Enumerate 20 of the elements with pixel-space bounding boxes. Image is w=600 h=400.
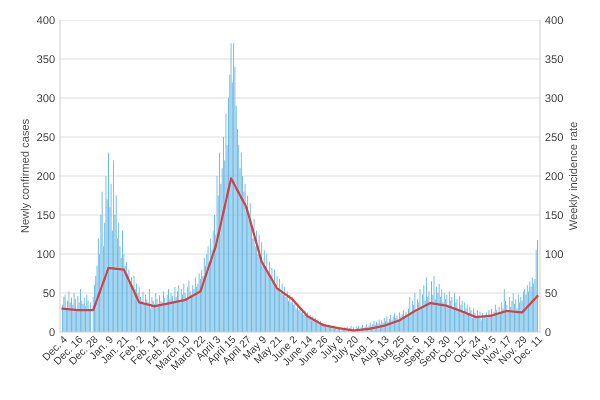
y-tick-label: 0 [49,328,55,336]
y2-tick-label: 150 [546,211,563,220]
y2-tick-label: 400 [545,16,563,24]
y-tick-label: 50 [43,289,55,298]
y2-tick-label: 0 [545,328,551,336]
y2-axis-title: Weekly incidence rate [568,122,580,230]
y2-tick-label: 250 [545,133,563,142]
y2-tick-label: 350 [545,55,563,64]
y2-tick-label: 100 [546,250,563,258]
y-tick-label: 150 [37,211,55,220]
y2-tick-label: 200 [545,172,563,180]
y-tick-label: 200 [37,172,55,180]
y-tick-label: 250 [37,133,55,142]
y2-tick-label: 50 [545,289,557,298]
y-tick-label: 400 [36,16,55,24]
y-axis-title: Newly confirmed cases [20,119,32,232]
y2-tick-label: 300 [545,94,563,102]
y-tick-label: 350 [37,55,55,64]
y-tick-label: 300 [37,94,55,102]
y-tick-label: 100 [37,250,55,258]
